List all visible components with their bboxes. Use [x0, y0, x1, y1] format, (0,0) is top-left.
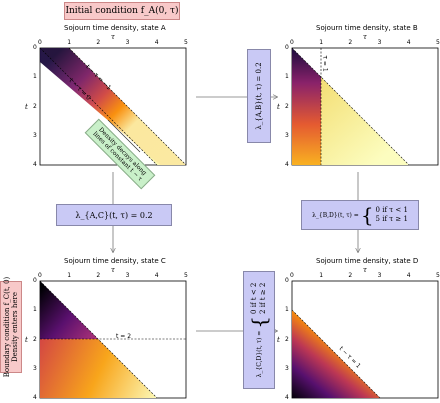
panel-a-x-tick: 2 [96, 39, 101, 46]
rate-ab-text: λ_{A,B}(t, τ) = 0.2 [255, 62, 263, 130]
rate-cd-case1: 0 if t < 2 [250, 282, 258, 314]
initial-condition-text: Initial condition f_A(0, τ) [65, 6, 179, 16]
panel-d-x-tick: 1 [319, 272, 324, 279]
panel-d-y-tick: 3 [285, 364, 289, 372]
panel-d-y-tick: 1 [285, 306, 289, 314]
rate-cd-case2: 2 if t ≥ 2 [259, 282, 267, 314]
panel-a-plot [39, 47, 187, 166]
panel-b-title: Sojourn time density, state B [316, 24, 418, 32]
rate-bd-formula: λ_{B,D}(t, τ) = { 0 if τ < 1 5 if τ ≥ 1 [312, 203, 408, 227]
panel-b-y-axis-label: t [277, 102, 280, 111]
initial-condition-box: Initial condition f_A(0, τ) [64, 2, 180, 20]
panel-c-x-tick: 4 [154, 272, 159, 279]
panel-d-x-tick: 5 [436, 272, 440, 279]
panel-d-y-tick: 0 [285, 277, 289, 284]
panel-c-x-tick: 0 [38, 272, 42, 279]
panel-a-y-tick: 3 [33, 131, 37, 139]
panel-a-x-tick: 1 [67, 39, 72, 46]
rate-ac-box: λ_{A,C}(t, τ) = 0.2 [56, 204, 172, 226]
panel-b-x-tick: 1 [319, 39, 324, 46]
panel-b-x-tick: 0 [290, 39, 294, 46]
panel-b-x-tick: 5 [436, 39, 440, 46]
panel-d-y-tick: 2 [285, 335, 289, 343]
panel-c-y-tick: 2 [33, 335, 37, 343]
panel-c-y-tick: 3 [33, 364, 37, 372]
panel-a-title: Sojourn time density, state A [64, 24, 166, 32]
rate-cd-box: λ_{C,D}(t, τ) = { 0 if t < 2 2 if t ≥ 2 [243, 271, 275, 389]
boundary-condition-box: Boundary condition f_C(t, 0) Density ent… [0, 277, 22, 377]
panel-a-y-tick: 1 [33, 73, 37, 81]
rate-bd-lhs: λ_{B,D}(t, τ) = [312, 211, 359, 219]
panel-c-x-tick: 3 [125, 272, 130, 279]
panel-a-x-tick: 0 [38, 39, 42, 46]
panel-b-annotation-tau1: τ = 1 [321, 55, 329, 72]
panel-b-x-tick: 4 [406, 39, 411, 46]
panel-d-y-axis-label: t [277, 335, 280, 344]
rate-cd-formula: λ_{C,D}(t, τ) = { 0 if t < 2 2 if t ≥ 2 [247, 282, 271, 378]
panel-b-y-tick: 0 [285, 44, 289, 51]
panel-c-y-tick: 0 [33, 277, 37, 284]
rate-ac-text: λ_{A,C}(t, τ) = 0.2 [75, 210, 153, 220]
panel-c-annotation-t2: t = 2 [116, 333, 132, 340]
panel-a-y-tick: 2 [33, 102, 37, 110]
panel-c-title: Sojourn time density, state C [64, 257, 166, 265]
panel-d-x-tick: 4 [406, 272, 411, 279]
rate-bd-case1: 0 if τ < 1 [375, 206, 408, 214]
panel-b-y-tick: 2 [285, 102, 289, 110]
panel-b-y-tick: 3 [285, 131, 289, 139]
panel-d-x-axis-label: τ [363, 266, 367, 274]
panel-c-x-tick: 5 [184, 272, 188, 279]
panel-c-x-tick: 1 [67, 272, 72, 279]
panel-a-x-axis-label: τ [111, 33, 115, 41]
rate-bd-box: λ_{B,D}(t, τ) = { 0 if τ < 1 5 if τ ≥ 1 [301, 200, 419, 230]
panel-c-y-axis-label: t [25, 335, 28, 344]
panel-a-density-band [40, 48, 186, 165]
rate-bd-case2: 5 if τ ≥ 1 [375, 215, 408, 223]
panel-d-x-tick: 3 [377, 272, 382, 279]
panel-a-x-tick: 3 [125, 39, 130, 46]
panel-b-y-tick: 4 [285, 161, 289, 168]
panel-a-y-tick: 4 [33, 161, 37, 168]
panel-c-x-axis-label: τ [111, 266, 115, 274]
panel-d-x-tick: 2 [348, 272, 353, 279]
panel-a-x-tick: 4 [154, 39, 159, 46]
panel-c-plot [39, 280, 187, 399]
panel-d-title: Sojourn time density, state D [316, 257, 419, 265]
panel-b-x-axis-label: τ [363, 33, 367, 41]
panel-c-y-tick: 1 [33, 306, 37, 314]
panel-c-y-tick: 4 [33, 394, 37, 401]
panel-b-y-tick: 1 [285, 73, 289, 81]
panel-c-x-tick: 2 [96, 272, 101, 279]
panel-b-plot [291, 47, 439, 166]
rate-cd-lhs: λ_{C,D}(t, τ) = [255, 330, 263, 378]
boundary-condition-line1: Boundary condition f_C(t, 0) [3, 276, 11, 378]
panel-b-x-tick: 2 [348, 39, 353, 46]
panel-d-x-tick: 0 [290, 272, 294, 279]
rate-ab-box: λ_{A,B}(t, τ) = 0.2 [247, 49, 271, 143]
boundary-condition-line2: Density enters here [11, 292, 19, 362]
panel-b-x-tick: 3 [377, 39, 382, 46]
panel-a-y-axis-label: t [25, 102, 28, 111]
panel-a-y-tick: 0 [33, 44, 37, 51]
panel-d-y-tick: 4 [285, 394, 289, 401]
panel-d-plot [291, 280, 439, 399]
panel-a-x-tick: 5 [184, 39, 188, 46]
